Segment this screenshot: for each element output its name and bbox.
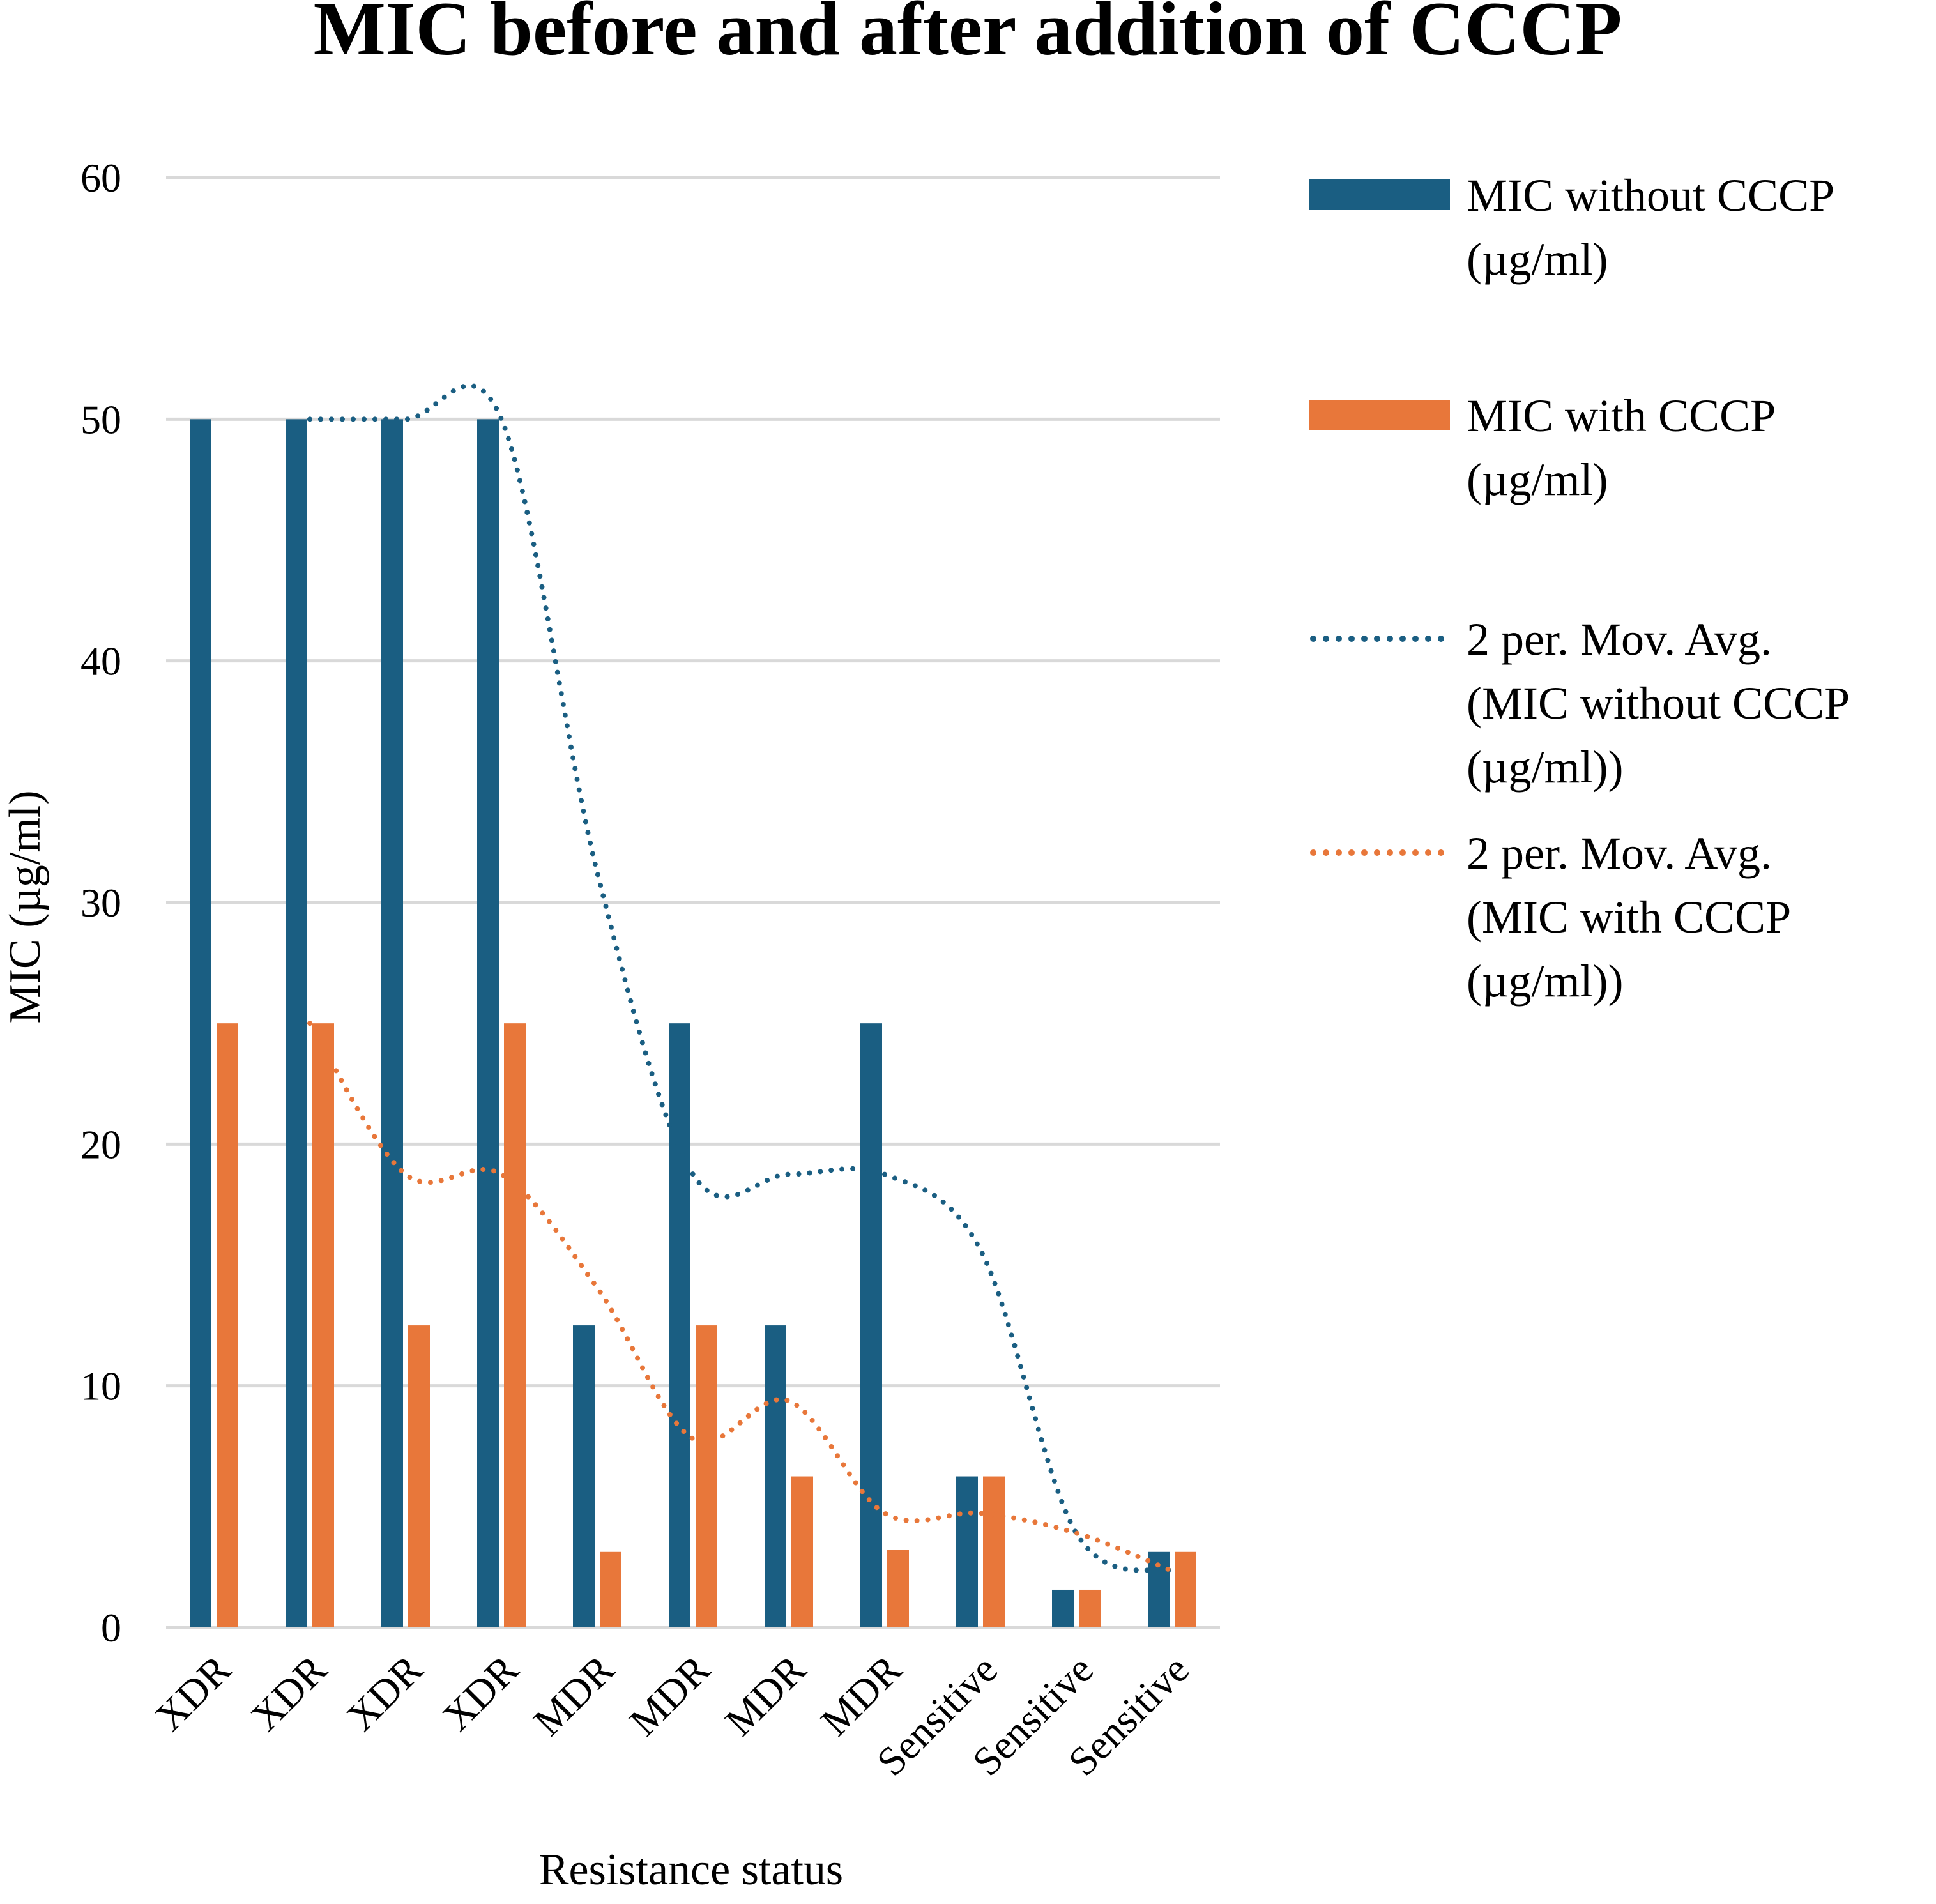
legend-label: (µg/ml)) bbox=[1467, 956, 1623, 1007]
legend-swatch bbox=[1309, 400, 1450, 430]
y-axis-title: MIC (µg/ml) bbox=[1, 790, 50, 1023]
x-axis-title: Resistance status bbox=[539, 1845, 843, 1894]
bar-with-cccp-9 bbox=[1079, 1589, 1101, 1627]
y-tick-label: 40 bbox=[80, 639, 121, 684]
y-tick-label: 50 bbox=[80, 397, 121, 442]
legend-item-2: 2 per. Mov. Avg. (MIC without CCCP (µg/ml)… bbox=[1310, 614, 1850, 793]
chart-title: MIC before and after addition of CCCP bbox=[314, 0, 1622, 71]
bar-without-cccp-1 bbox=[286, 419, 307, 1628]
bars bbox=[190, 419, 1196, 1628]
y-tick-label: 0 bbox=[101, 1605, 121, 1650]
bar-with-cccp-4 bbox=[600, 1551, 621, 1627]
bar-without-cccp-2 bbox=[381, 419, 403, 1628]
legend-label: (µg/ml) bbox=[1467, 234, 1608, 285]
bar-without-cccp-9 bbox=[1052, 1589, 1074, 1627]
legend-label: (µg/ml) bbox=[1467, 454, 1608, 505]
trendline-without-cccp bbox=[307, 383, 1175, 1574]
x-tick-label: MDR bbox=[717, 1646, 815, 1744]
y-tick-label: 10 bbox=[80, 1364, 121, 1409]
trendlines bbox=[307, 383, 1175, 1574]
bar-without-cccp-3 bbox=[477, 419, 499, 1628]
bar-with-cccp-2 bbox=[408, 1325, 430, 1627]
x-tick-label: XDR bbox=[242, 1646, 335, 1739]
bar-without-cccp-4 bbox=[573, 1325, 595, 1627]
legend-label: MIC with CCCP bbox=[1467, 390, 1776, 441]
bar-with-cccp-1 bbox=[312, 1023, 334, 1627]
legend-swatch bbox=[1309, 179, 1450, 210]
x-tick-label: XDR bbox=[146, 1646, 240, 1739]
bar-without-cccp-6 bbox=[765, 1325, 786, 1627]
x-tick-label: XDR bbox=[434, 1646, 527, 1739]
legend-label: 2 per. Mov. Avg. bbox=[1467, 614, 1772, 665]
x-tick-label: MDR bbox=[525, 1646, 623, 1744]
bar-without-cccp-7 bbox=[860, 1023, 882, 1627]
bar-without-cccp-8 bbox=[956, 1476, 978, 1627]
bar-with-cccp-8 bbox=[983, 1476, 1005, 1627]
legend-item-1: MIC with CCCP (µg/ml) bbox=[1309, 390, 1776, 505]
bar-with-cccp-10 bbox=[1175, 1551, 1196, 1627]
bar-with-cccp-6 bbox=[791, 1476, 813, 1627]
legend-label: MIC without CCCP bbox=[1467, 170, 1834, 221]
y-tick-label: 30 bbox=[80, 880, 121, 925]
bar-without-cccp-5 bbox=[669, 1023, 690, 1627]
legend-item-0: MIC without CCCP (µg/ml) bbox=[1309, 170, 1834, 285]
y-tick-label: 60 bbox=[80, 155, 121, 201]
x-axis-ticks: XDR XDR XDR XDRMDRMDRMDRMDRSensitiveSensiti… bbox=[146, 1646, 1198, 1784]
x-tick-label: XDR bbox=[338, 1646, 431, 1739]
legend-label: 2 per. Mov. Avg. bbox=[1467, 828, 1772, 879]
bar-without-cccp-0 bbox=[190, 419, 211, 1628]
bar-with-cccp-5 bbox=[696, 1325, 717, 1627]
legend: MIC without CCCP (µg/ml) MIC with CCCP (µg/… bbox=[1309, 170, 1850, 1007]
bar-with-cccp-3 bbox=[504, 1023, 526, 1627]
x-tick-label: MDR bbox=[621, 1646, 719, 1744]
legend-label: (MIC with CCCP bbox=[1467, 892, 1791, 943]
bar-with-cccp-7 bbox=[887, 1550, 909, 1627]
legend-label: (µg/ml)) bbox=[1467, 742, 1623, 793]
legend-item-3: 2 per. Mov. Avg. (MIC with CCCP (µg/ml)) bbox=[1310, 828, 1791, 1007]
trendline-with-cccp bbox=[307, 1021, 1175, 1574]
bar-with-cccp-0 bbox=[217, 1023, 238, 1627]
y-axis-ticks: 0 10 20 30 40 50 60 bbox=[80, 155, 121, 1650]
legend-label: (MIC without CCCP bbox=[1467, 678, 1850, 729]
y-tick-label: 20 bbox=[80, 1122, 121, 1167]
